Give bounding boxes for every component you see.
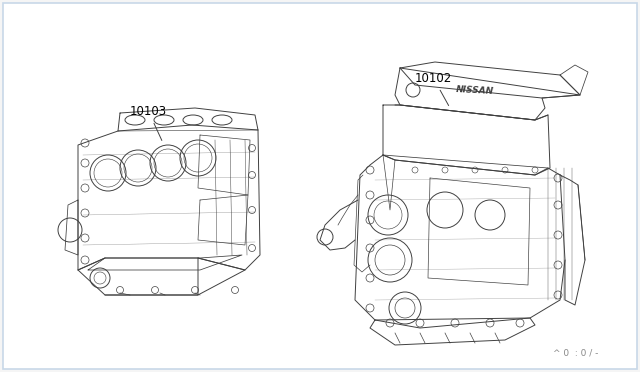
FancyBboxPatch shape (3, 3, 637, 369)
Text: NISSAN: NISSAN (456, 84, 494, 96)
Text: ^ 0  : 0 / -: ^ 0 : 0 / - (552, 349, 598, 358)
Text: 10102: 10102 (415, 72, 452, 106)
Text: 10103: 10103 (130, 105, 167, 141)
